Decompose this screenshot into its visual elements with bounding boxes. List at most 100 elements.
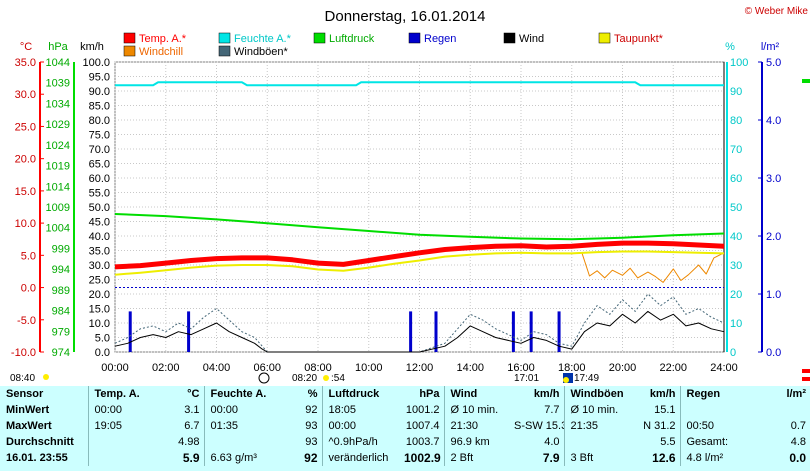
stats-cell: N 31.2 [643,420,676,432]
stats-cell: 1002.9 [404,451,441,465]
rain-bar [557,311,561,352]
x-tick-label: 10:00 [355,362,383,374]
rain-tick-label: 0.0 [766,347,781,359]
x-tick-label: 00:00 [101,362,129,374]
legend-item-wind: Wind [503,32,544,45]
legend: Temp. A.* Feuchte A.* Luftdruck Regen Wi… [123,32,664,58]
legend-swatch-temp [123,32,136,44]
legend-item-rain: Regen [408,32,456,45]
legend-item-humidity: Feuchte A.* [218,32,292,45]
temp-tick-label: -10.0 [11,347,36,359]
humidity-tick-label: 60 [730,173,742,185]
rain-bar [529,311,533,352]
wind-tick-label: 65.0 [89,159,110,171]
stats-cell: 21:35 [563,418,632,434]
humidity-tick-label: 20 [730,289,742,301]
stats-cell: Ø 10 min. [563,402,632,418]
stats-cell: 00:00 [87,402,152,418]
right-edge-swatch-red-2 [802,377,810,381]
legend-swatch-gusts [218,45,231,57]
stats-cell: hPa [419,388,440,400]
wind-tick-label: 75.0 [89,130,110,142]
wind-tick-label: 15.0 [89,304,110,316]
statistics-table: Sensor Temp. A. °C Feuchte A.% Luftdruck hPa W… [0,386,810,471]
legend-swatch-windchill [123,45,136,57]
stats-cell: 5.5 [660,436,676,448]
stats-cell: 15.1 [654,404,676,416]
pressure-tick-label: 979 [52,326,70,338]
x-tick-label: 22:00 [659,362,687,374]
temp-tick-label: 10.0 [15,218,36,230]
pressure-tick-label: 989 [52,285,70,297]
stats-cell: Sensor [6,388,44,400]
humidity-tick-label: 50 [730,202,742,214]
rain-bar [434,311,438,352]
stats-row: Durchschnitt 4.98 93 ^0.9hPa/h 1003.7 96.9 km… [0,434,810,450]
wind-tick-label: 40.0 [89,231,110,243]
temp-tick-label: 25.0 [15,121,36,133]
transit-time-b: :54 [331,373,345,384]
x-tick-label: 24:00 [710,362,738,374]
stats-cell: 1003.7 [405,436,440,448]
temp-tick-label: 35.0 [15,57,36,69]
temp-tick-label: -5.0 [17,315,36,327]
stats-cell: 01:35 [203,418,272,434]
legend-label-pressure: Luftdruck [329,33,375,45]
stats-cell: Feuchte A. [203,386,272,402]
stats-cell [679,402,740,418]
stats-cell: 92 [305,404,318,416]
stats-cell: Wind [443,386,508,402]
stats-row: MinWert 00:00 3.1 00:00 92 18:05 1001.2 Ø 10 mi… [0,402,810,418]
legend-label-gusts: Windböen* [234,46,289,58]
temp-tick-label: 0.0 [21,283,36,295]
wind-tick-label: 90.0 [89,86,110,98]
wind-tick-label: 5.0 [95,333,110,345]
x-tick-label: 02:00 [152,362,180,374]
chart-title: Donnerstag, 16.01.2014 [325,8,486,25]
series-line-temp-6 [114,240,725,270]
stats-cell: ^0.9hPa/h [321,434,398,450]
chart-marks [114,81,725,353]
rain-bar [187,311,191,352]
stats-cell: km/h [533,388,560,400]
wind-tick-label: 95.0 [89,72,110,84]
stats-cell: 4.8 [790,436,806,448]
legend-swatch-dewpoint [598,32,611,44]
rain-bar [128,311,132,352]
pressure-tick-label: 994 [52,264,70,276]
x-tick-label: 16:00 [507,362,535,374]
wind-tick-label: 80.0 [89,115,110,127]
wind-tick-label: 60.0 [89,173,110,185]
stats-cell: Ø 10 min. [443,402,508,418]
stats-cell: km/h [649,388,676,400]
legend-item-pressure: Luftdruck [313,32,375,45]
temp-tick-label: 20.0 [15,154,36,166]
humidity-tick-label: 10 [730,318,742,330]
pressure-tick-label: 984 [52,306,70,318]
stats-cell: 93 [305,436,318,448]
legend-item-temp: Temp. A.* [123,32,187,45]
stats-cell: Regen [679,386,740,402]
stats-cell: 4.8 l/m² [679,450,740,466]
stats-cell [87,450,152,466]
stats-cell: 1001.2 [405,404,440,416]
chart-grid [114,61,725,353]
pressure-tick-label: 1009 [46,202,70,214]
wind-tick-label: 30.0 [89,260,110,272]
stats-cell: 6.7 [184,420,200,432]
legend-item-gusts: Windböen* [218,45,289,58]
stats-cell: Gesamt: [679,434,740,450]
rain-tick-label: 5.0 [766,57,781,69]
wind-tick-label: 85.0 [89,101,110,113]
legend-swatch-rain [408,32,421,44]
rain-tick-label: 4.0 [766,115,781,127]
x-tick-label: 08:00 [304,362,332,374]
stats-cell: 3 Bft [563,450,632,466]
stats-cell: S-SW 15.3 [514,420,564,432]
series-line-wind-2 [114,293,725,353]
humidity-unit-label: % [725,41,735,53]
legend-label-rain: Regen [424,33,456,45]
stats-cell [740,402,810,418]
x-tick-label: 20:00 [609,362,637,374]
pressure-tick-label: 1024 [46,140,70,152]
